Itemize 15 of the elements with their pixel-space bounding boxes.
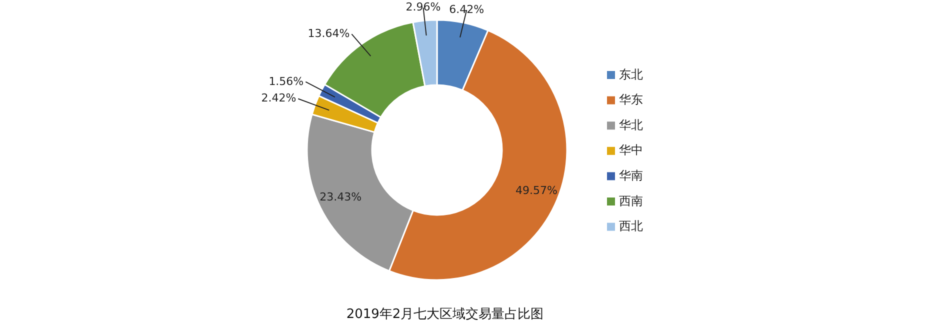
- label: 2.96%: [406, 0, 441, 14]
- label: 1.56%: [268, 74, 304, 88]
- data-label: 49.57%: [515, 184, 558, 197]
- legend-label: 西北: [619, 219, 643, 234]
- data-label: 23.43%: [320, 190, 362, 204]
- text: 2019年2月七大区域交易量占比图: [346, 306, 544, 322]
- label: 2.42%: [261, 92, 296, 105]
- legend-label: 华东: [619, 92, 643, 107]
- legend-label: 华北: [619, 118, 643, 132]
- label: 13.64%: [308, 27, 350, 40]
- legend-label: 东北: [619, 67, 643, 82]
- legend-label: 华南: [619, 168, 643, 182]
- legend-label: 华中: [619, 143, 643, 158]
- legend-label: 西南: [619, 194, 643, 208]
- label: 6.42%: [449, 3, 484, 16]
